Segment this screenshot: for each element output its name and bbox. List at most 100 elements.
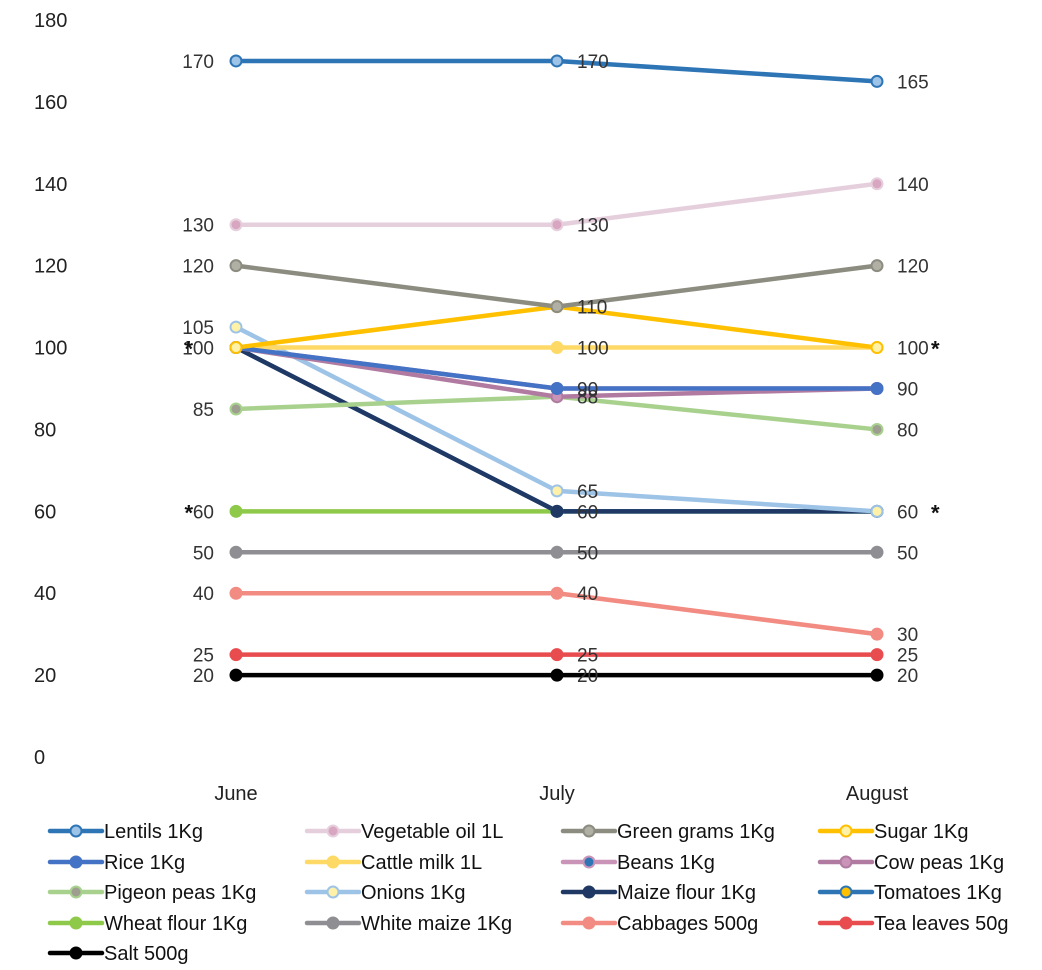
legend-swatch-marker [69,855,83,869]
legend-item-onions-1kg: Onions 1Kg [304,882,466,904]
data-label-onions-1kg-july: 65 [577,482,598,503]
legend-label: Vegetable oil 1L [361,821,503,843]
y-tick-label: 20 [34,665,56,687]
point-rice-1kg-july [550,382,564,395]
legend-item-salt-500g: Salt 500g [47,943,189,965]
legend-item-maize-flour-1kg: Maize flour 1Kg [560,882,756,904]
point-tea-leaves-50g-august [870,648,884,662]
data-label-cabbages-500g-august: 30 [897,625,918,646]
legend-label: Green grams 1Kg [617,821,775,843]
y-tick-label: 60 [34,501,56,523]
point-tea-leaves-50g-june [229,648,243,662]
point-salt-500g-august [870,668,884,682]
legend-swatch-marker [69,916,83,930]
data-labels: 170 170 165 130 130 140 120 110 120 100 100 100 90 90… [182,52,928,687]
data-label-vegetable-oil-1l-june: 130 [182,216,214,237]
data-label-lentils-1kg-july: 170 [577,52,609,73]
data-label-beans-1kg-july: 90 [577,380,598,401]
point-onions-1kg-june [229,320,243,334]
legend-swatch-marker [839,855,853,869]
point-onions-1kg-july [550,484,564,498]
legend-label: Pigeon peas 1Kg [104,882,256,904]
legend-item-cattle-milk-1l: Cattle milk 1L [304,852,482,874]
data-label-beans-1kg-august: 90 [897,380,918,401]
legend-label: White maize 1Kg [361,913,512,935]
legend-swatch-marker [69,824,83,838]
data-label-white-maize-1kg-june: 50 [193,543,214,564]
asterisk-annotation: * [184,500,193,525]
point-lentils-1kg-july [550,54,564,68]
x-tick-label-july: July [539,783,575,805]
legend-label: Lentils 1Kg [104,821,203,843]
legend-item-rice-1kg: Rice 1Kg [47,852,185,874]
data-label-wheat-flour-1kg-july: 60 [577,502,598,523]
legend-label: Tea leaves 50g [874,913,1009,935]
legend-item-cow-peas-1kg: Cow peas 1Kg [817,852,1004,874]
legend-label: Cabbages 500g [617,913,758,935]
point-sugar-1kg-june [229,341,243,355]
data-label-green-grams-1kg-july: 110 [577,298,607,319]
point-white-maize-1kg-august [870,545,884,559]
data-label-cattle-milk-1l-july: 100 [577,339,609,360]
asterisk-annotation: * [931,337,940,362]
legend-item-beans-1kg: Beans 1Kg [560,852,715,874]
data-label-lentils-1kg-august: 165 [897,72,929,93]
legend-item-white-maize-1kg: White maize 1Kg [304,913,512,935]
point-vegetable-oil-1l-july [550,218,564,232]
legend-swatch-marker [839,824,853,838]
y-tick-label: 100 [34,338,67,360]
asterisk-annotation: * [931,500,940,525]
point-cabbages-500g-july [550,586,564,600]
legend-swatch-marker [582,855,596,869]
point-white-maize-1kg-july [550,545,564,559]
legend-item-wheat-flour-1kg: Wheat flour 1Kg [47,913,247,935]
legend-item-vegetable-oil-1l: Vegetable oil 1L [304,821,503,843]
legend-item-sugar-1kg: Sugar 1Kg [817,821,969,843]
legend-label: Sugar 1Kg [874,821,969,843]
y-tick-label: 80 [34,419,56,441]
data-label-white-maize-1kg-july: 50 [577,543,598,564]
data-label-pigeon-peas-1kg-august: 80 [897,420,918,441]
data-label-tea-leaves-50g-july: 25 [577,646,598,667]
legend-swatch-marker [582,885,596,899]
data-label-cattle-milk-1l-august: 100 [897,339,929,360]
point-vegetable-oil-1l-june [229,218,243,232]
legend-item-cabbages-500g: Cabbages 500g [560,913,758,935]
y-tick-label: 160 [34,92,67,114]
data-label-pigeon-peas-1kg-june: 85 [193,400,214,421]
data-label-green-grams-1kg-june: 120 [182,257,214,278]
point-green-grams-1kg-june [229,259,243,273]
point-cabbages-500g-august [870,627,884,641]
data-label-wheat-flour-1kg-august: 60 [897,502,918,523]
legend-label: Cow peas 1Kg [874,852,1004,874]
annotations: * * * * [184,337,940,526]
x-tick-label-august: August [846,783,909,805]
y-tick-label: 0 [34,747,45,769]
legend-swatch-marker [839,885,853,899]
y-tick-label: 140 [34,174,67,196]
legend-item-lentils-1kg: Lentils 1Kg [47,821,203,843]
legend-label: Onions 1Kg [361,882,466,904]
legend-item-pigeon-peas-1kg: Pigeon peas 1Kg [47,882,256,904]
point-white-maize-1kg-june [229,545,243,559]
data-label-salt-500g-june: 20 [193,666,214,687]
data-label-cabbages-500g-july: 40 [577,584,598,605]
data-label-cattle-milk-1l-june: 100 [182,339,214,360]
data-label-salt-500g-august: 20 [897,666,918,687]
legend-label: Cattle milk 1L [361,852,482,874]
legend: Lentils 1Kg Vegetable oil 1L Green grams 1… [47,821,1009,965]
data-label-tea-leaves-50g-august: 25 [897,646,918,667]
point-tea-leaves-50g-july [550,648,564,662]
legend-item-green-grams-1kg: Green grams 1Kg [560,821,775,843]
data-label-vegetable-oil-1l-august: 140 [897,175,929,196]
data-label-salt-500g-july: 20 [577,666,598,687]
legend-swatch-marker [326,916,340,930]
point-cattle-milk-1l-july [550,341,564,355]
point-salt-500g-july [550,668,564,682]
legend-label: Salt 500g [104,943,189,965]
legend-swatch-marker [839,916,853,930]
data-label-onions-1kg-june: 105 [182,318,214,339]
series-markers [229,54,884,682]
